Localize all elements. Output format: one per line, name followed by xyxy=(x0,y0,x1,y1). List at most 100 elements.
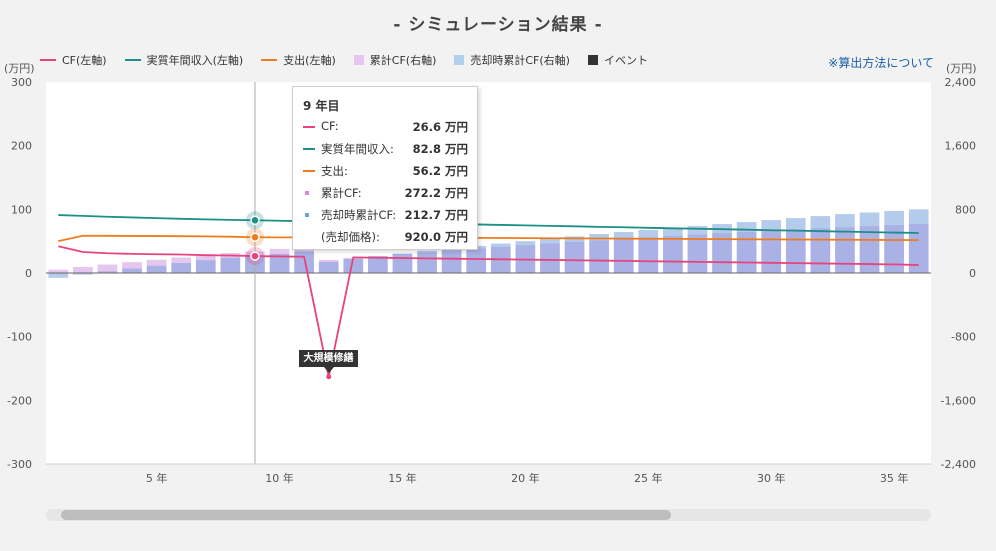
y-right-tick-label: 0 xyxy=(969,267,976,280)
legend-item[interactable]: イベント xyxy=(587,52,648,68)
legend-label: 売却時累計CF(右軸) xyxy=(470,54,570,67)
tooltip-label: 売却時累計CF: xyxy=(321,208,397,222)
tooltip-label: CF: xyxy=(321,119,339,133)
legend-item[interactable]: 支出(左軸) xyxy=(261,52,336,68)
expense-marker xyxy=(250,232,260,242)
tooltip-row: (売却価格): 920.0 万円 xyxy=(303,229,468,245)
sale-cumulative-cf-bar xyxy=(73,273,93,275)
tooltip-value: 26.6 万円 xyxy=(412,120,468,134)
sale-cumulative-cf-bar xyxy=(441,248,462,273)
legend-item[interactable]: 実質年間収入(左軸) xyxy=(124,52,244,68)
legend-label: 実質年間収入(左軸) xyxy=(146,54,244,67)
expense-line xyxy=(58,234,919,243)
cumulative-cf-bar xyxy=(97,264,118,273)
tooltip-row: CF: 26.6 万円 xyxy=(303,119,468,135)
sale-cumulative-cf-bar xyxy=(785,218,806,273)
sale-cumulative-cf-bar xyxy=(908,209,929,273)
tooltip-header: 9 年目 xyxy=(303,99,340,113)
tooltip-series-marker xyxy=(305,213,309,217)
legend-swatch xyxy=(40,59,56,61)
sale-cumulative-cf-bar xyxy=(122,268,142,273)
legend-swatch xyxy=(353,55,364,65)
tooltip-value: 56.2 万円 xyxy=(412,164,468,178)
legend-swatch xyxy=(261,59,278,61)
x-tick-label: 30 年 xyxy=(757,471,786,485)
cumulative-cf-bar xyxy=(48,269,69,273)
sale-cumulative-cf-bar xyxy=(613,232,634,273)
legend-swatch xyxy=(587,55,598,65)
legend-swatch xyxy=(124,59,141,61)
sale-cumulative-cf-bar xyxy=(835,214,855,273)
sale-cumulative-cf-bar xyxy=(220,257,241,273)
cumulative-cf-bar xyxy=(122,262,142,273)
tooltip-label: (売却価格): xyxy=(321,230,380,244)
x-tick-label: 15 年 xyxy=(388,471,417,485)
legend-label: イベント xyxy=(603,54,648,67)
tooltip-series-marker xyxy=(303,170,315,172)
y-right-tick-label: -1,600 xyxy=(941,394,976,407)
y-right-tick-label: -800 xyxy=(951,331,976,344)
sale-cumulative-cf-bar xyxy=(97,271,118,273)
legend-label: CF(左軸) xyxy=(62,54,107,67)
sale-cumulative-cf-bar xyxy=(171,263,192,273)
tooltip-value: 82.8 万円 xyxy=(412,142,468,156)
tooltip-label: 累計CF: xyxy=(321,186,362,200)
sale-cumulative-cf-bar xyxy=(417,250,437,273)
y-left-tick-label: -200 xyxy=(7,394,32,407)
y-left-tick-label: -100 xyxy=(7,331,32,344)
y-left-tick-label: -300 xyxy=(7,458,32,471)
legend-label: 支出(左軸) xyxy=(283,54,336,67)
sale-cumulative-cf-bar xyxy=(589,234,609,273)
sale-cumulative-cf-bar xyxy=(146,265,167,273)
y-left-tick-label: 0 xyxy=(25,267,32,280)
sale-cumulative-cf-bar xyxy=(859,212,880,273)
event-label-pointer xyxy=(324,367,334,373)
sale-cumulative-cf-bar xyxy=(343,259,364,273)
y-right-tick-label: 2,400 xyxy=(945,76,977,89)
legend-item[interactable]: CF(左軸) xyxy=(40,52,107,68)
x-tick-label: 25 年 xyxy=(634,471,663,485)
y-right-tick-label: -2,400 xyxy=(941,458,976,471)
sale-cumulative-cf-bar xyxy=(638,230,659,273)
cumulative-cf-bar xyxy=(73,267,93,273)
sale-cumulative-cf-bar xyxy=(48,273,69,278)
tooltip-series-marker xyxy=(303,232,315,242)
sale-cumulative-cf-bar xyxy=(515,241,536,273)
sale-cumulative-cf-bar xyxy=(368,256,388,273)
legend-item[interactable]: 売却時累計CF(右軸) xyxy=(454,52,570,68)
calculation-method-link[interactable]: ※算出方法について xyxy=(828,56,934,70)
annual-income-line xyxy=(58,214,919,234)
left-axis-unit: (万円) xyxy=(4,62,35,75)
sale-cumulative-cf-bar xyxy=(736,222,757,273)
legend-swatch xyxy=(454,55,465,65)
x-tick-label: 35 年 xyxy=(880,471,909,485)
annual-income-marker xyxy=(250,215,260,226)
tooltip-label: 実質年間収入: xyxy=(321,142,394,156)
chart-scrollbar-thumb[interactable] xyxy=(61,510,671,520)
chart-tooltip: 9 年目 CF: 26.6 万円実質年間収入: 82.8 万円支出: 56.2 万円累… xyxy=(292,86,478,250)
legend-label: 累計CF(右軸) xyxy=(369,54,437,67)
legend-item[interactable]: 累計CF(右軸) xyxy=(353,52,437,68)
sale-cumulative-cf-bar xyxy=(392,253,413,273)
x-tick-label: 20 年 xyxy=(511,471,540,485)
sale-cumulative-cf-bar xyxy=(564,236,585,273)
y-right-tick-label: 800 xyxy=(955,203,976,216)
right-axis-unit: (万円) xyxy=(946,62,977,75)
tooltip-label: 支出: xyxy=(321,164,348,178)
y-left-tick-label: 100 xyxy=(11,203,32,216)
cf-marker xyxy=(250,251,260,261)
sale-cumulative-cf-bar xyxy=(540,238,560,273)
tooltip-value: 212.7 万円 xyxy=(404,208,468,222)
tooltip-row: 累計CF: 272.2 万円 xyxy=(303,185,468,201)
page-title: - シミュレーション結果 - xyxy=(393,15,603,35)
x-tick-label: 10 年 xyxy=(265,471,294,485)
sale-cumulative-cf-bar xyxy=(884,210,904,273)
tooltip-series-marker xyxy=(305,191,309,195)
sale-cumulative-cf-bar xyxy=(712,224,732,273)
y-left-tick-label: 300 xyxy=(11,76,32,89)
event-label[interactable]: 大規模修繕 xyxy=(299,350,358,367)
tooltip-row: 売却時累計CF: 212.7 万円 xyxy=(303,207,468,223)
cf-line xyxy=(58,245,919,377)
sale-cumulative-cf-bar xyxy=(294,251,314,273)
